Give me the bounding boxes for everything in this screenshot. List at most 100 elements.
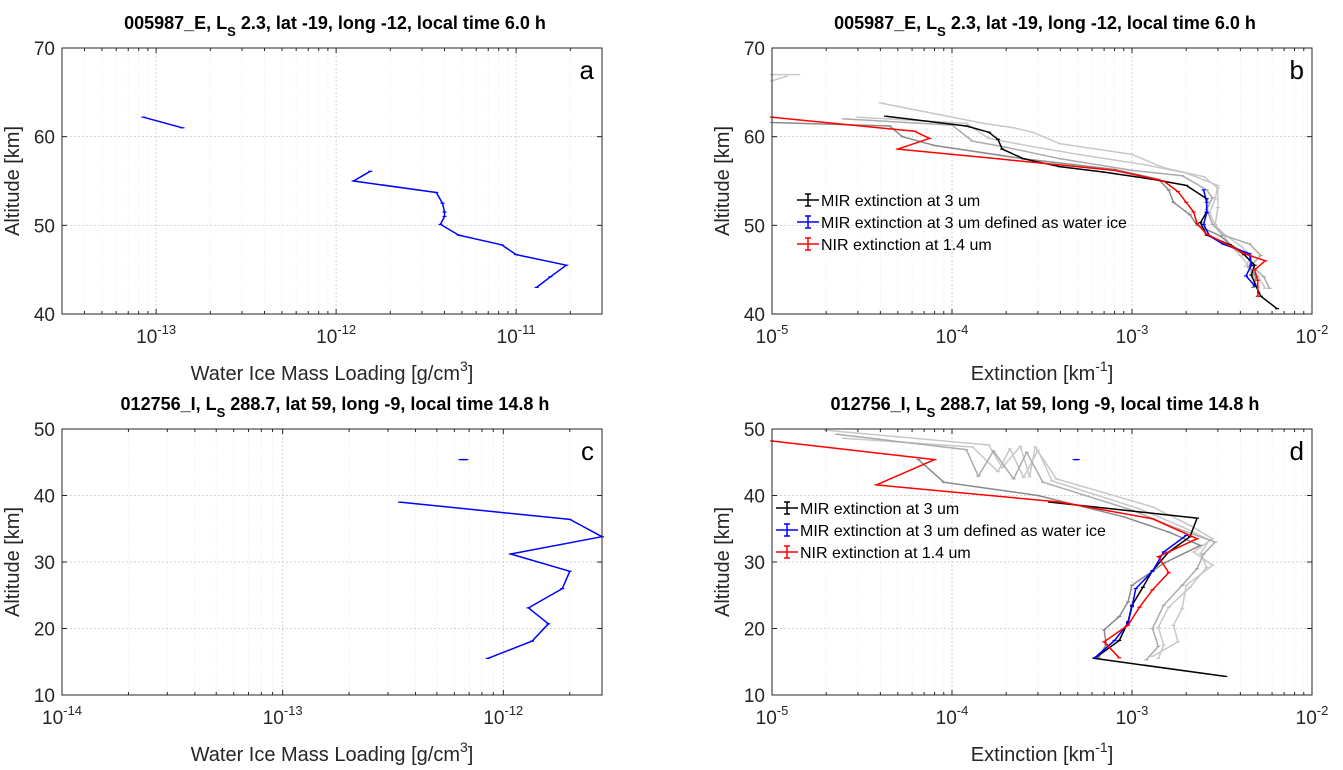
x-tick-label-base: 10	[1296, 327, 1317, 348]
panel-label: a	[580, 55, 595, 85]
y-axis: 40 50 60 70	[34, 39, 602, 326]
chart-title: 012756_I, LS 288.7, lat 59, long -9, loc…	[121, 394, 550, 420]
grid	[771, 428, 1313, 696]
grid	[61, 428, 602, 696]
legend-label: MIR extinction at 3 um	[821, 193, 980, 210]
x-tick-label: 10-13	[136, 322, 176, 348]
x-tick-label: 10-4	[936, 322, 969, 348]
x-tick-label: 10-5	[756, 703, 789, 729]
chart-title-subscript: S	[227, 24, 236, 39]
panel-label: d	[1290, 436, 1304, 466]
grid	[61, 47, 603, 315]
y-tick-label: 30	[34, 553, 55, 574]
x-tick-label-exponent: -12	[505, 703, 524, 718]
x-tick-label-exponent: -4	[957, 703, 969, 718]
x-tick-label: 10-12	[483, 703, 523, 729]
x-axis-label-superscript: -1	[1095, 358, 1108, 374]
y-tick-label: 40	[34, 487, 55, 508]
x-tick-label-base: 10	[756, 708, 777, 729]
x-axis-label-superscript: 3	[460, 358, 468, 374]
x-axis-label-end: ]	[468, 363, 474, 385]
x-tick-label: 10-13	[263, 703, 303, 729]
legend-label: NIR extinction at 1.4 um	[821, 237, 992, 254]
y-tick-label: 60	[34, 128, 55, 149]
x-tick-label-exponent: -2	[1317, 703, 1329, 718]
y-tick-label: 10	[744, 686, 765, 707]
chart-title-text: 012756_I, L	[121, 394, 217, 414]
panel-label: c	[581, 436, 594, 466]
y-axis-label: Altitude [km]	[712, 507, 734, 617]
x-axis-label-end: ]	[468, 744, 474, 766]
x-tick-label-base: 10	[497, 327, 518, 348]
y-tick-label: 20	[744, 620, 765, 641]
x-axis: 10-5 10-4 10-3 10-2	[756, 48, 1328, 348]
y-tick-label: 50	[744, 420, 765, 441]
legend-label: MIR extinction at 3 um defined as water …	[800, 523, 1106, 540]
x-tick-label: 10-11	[497, 322, 536, 348]
series-line-7	[1202, 189, 1256, 287]
x-tick-label: 10-3	[1116, 703, 1149, 729]
series-line-6	[885, 115, 1278, 310]
x-tick-label-exponent: -5	[777, 703, 789, 718]
y-tick-label: 40	[34, 305, 55, 326]
x-tick-label-base: 10	[936, 327, 957, 348]
y-tick-label: 40	[744, 305, 765, 326]
y-tick-label: 40	[744, 487, 765, 508]
x-axis-label-text: Water Ice Mass Loading [g/cm	[191, 363, 460, 385]
y-tick-label: 70	[744, 39, 765, 60]
x-axis-label-superscript: -1	[1095, 739, 1108, 755]
x-axis-label-end: ]	[1108, 744, 1114, 766]
x-tick-label-exponent: -13	[284, 703, 303, 718]
series-line-1	[352, 170, 568, 288]
panel-label: b	[1290, 55, 1304, 85]
x-tick-label-base: 10	[136, 327, 157, 348]
x-tick-label-exponent: -4	[957, 322, 969, 337]
x-tick-label: 10-14	[42, 703, 82, 729]
chart-title: 012756_I, LS 288.7, lat 59, long -9, loc…	[831, 394, 1260, 420]
chart-title: 005987_E, LS 2.3, lat -19, long -12, loc…	[834, 13, 1256, 39]
y-tick-label: 50	[34, 216, 55, 237]
chart-title-subscript: S	[217, 405, 226, 420]
x-axis-label-text: Water Ice Mass Loading [g/cm	[191, 744, 460, 766]
series-group	[770, 73, 1280, 310]
x-tick-label: 10-3	[1116, 322, 1149, 348]
x-tick-label-base: 10	[42, 708, 63, 729]
series-group	[141, 116, 569, 288]
x-tick-label-base: 10	[483, 708, 504, 729]
x-tick-label-exponent: -5	[777, 322, 789, 337]
x-tick-label-exponent: -14	[63, 703, 82, 718]
x-tick-label-base: 10	[316, 327, 337, 348]
x-tick-label: 10-4	[936, 703, 969, 729]
legend-label: NIR extinction at 1.4 um	[800, 545, 971, 562]
x-axis-label: Water Ice Mass Loading [g/cm3]	[191, 358, 474, 385]
grid	[771, 47, 1313, 315]
x-tick-label-base: 10	[1296, 708, 1317, 729]
series-line-8	[771, 116, 1267, 297]
chart-title-text: 012756_I, L	[831, 394, 927, 414]
series-group	[770, 429, 1228, 678]
y-tick-label: 10	[34, 686, 55, 707]
y-axis: 10 20 30 40 50	[34, 420, 602, 707]
axes-frame	[61, 47, 603, 315]
x-tick-label-exponent: -3	[1137, 703, 1149, 718]
series-line-1	[771, 75, 787, 82]
chart-title-text: 005987_E, L	[834, 13, 937, 33]
y-tick-label: 70	[34, 39, 55, 60]
y-tick-label: 30	[744, 553, 765, 574]
x-tick-label-base: 10	[1116, 708, 1137, 729]
x-tick-label-base: 10	[1116, 327, 1137, 348]
y-axis: 10 20 30 40 50	[744, 420, 1312, 707]
y-axis-label: Altitude [km]	[2, 507, 24, 617]
chart-title-subscript: S	[937, 24, 946, 39]
x-tick-label-exponent: -12	[337, 322, 356, 337]
x-tick-label: 10-2	[1296, 703, 1329, 729]
x-axis-label: Extinction [km-1]	[971, 358, 1114, 385]
chart-title-subscript: S	[927, 405, 936, 420]
series-line-0	[826, 429, 1214, 658]
chart-title: 005987_E, LS 2.3, lat -19, long -12, loc…	[124, 13, 546, 39]
x-axis-label: Extinction [km-1]	[971, 739, 1114, 766]
